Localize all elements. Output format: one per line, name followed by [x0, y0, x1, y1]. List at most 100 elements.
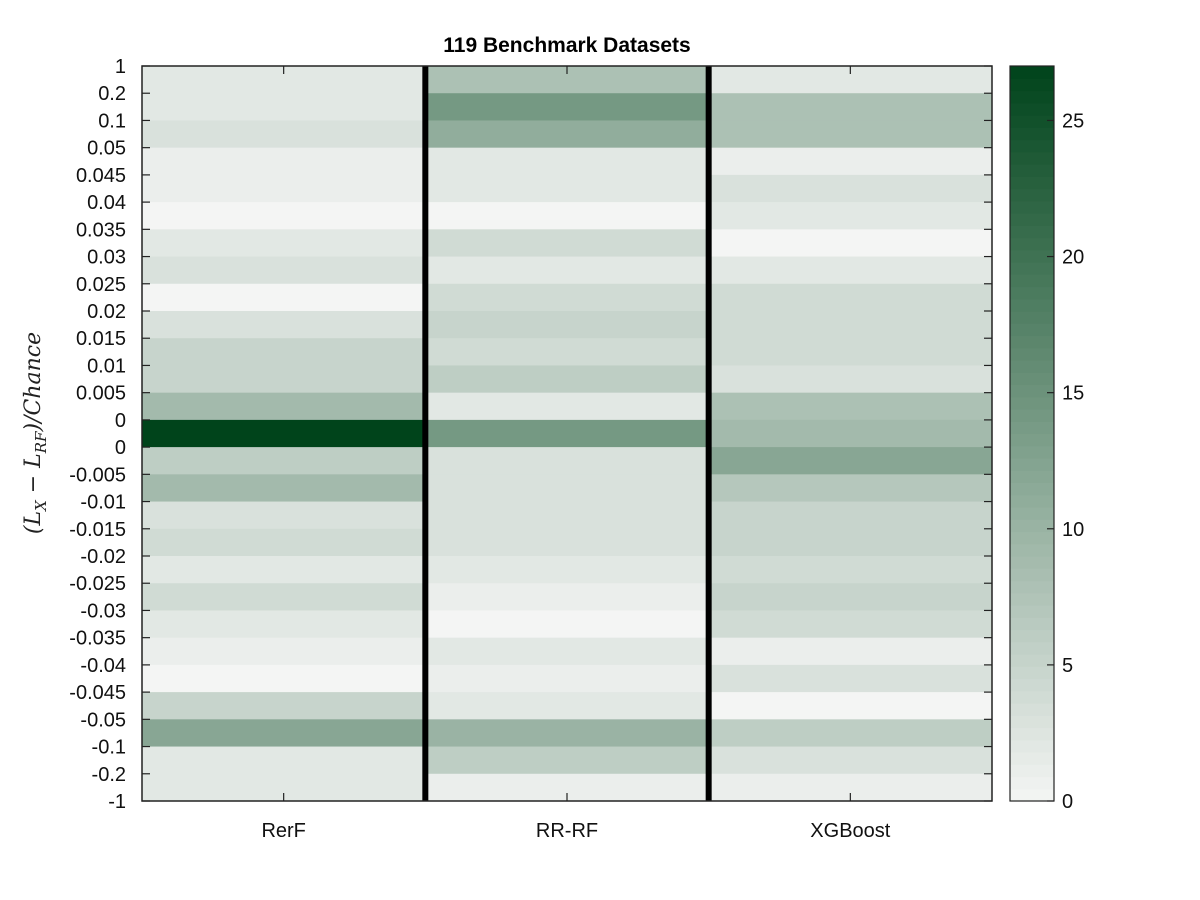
colorbar-segment — [1010, 347, 1054, 361]
heatmap-cell — [142, 528, 426, 557]
y-tick-label: -0.045 — [69, 682, 126, 704]
colorbar-segment — [1010, 519, 1054, 533]
colorbar-segment — [1010, 78, 1054, 92]
heatmap-cell — [142, 583, 426, 611]
colorbar-segment — [1010, 482, 1054, 496]
heatmap-cell — [425, 311, 710, 339]
heatmap-cell — [142, 474, 426, 503]
y-tick-label: -0.2 — [92, 764, 126, 786]
heatmap-cell — [425, 229, 710, 258]
heatmap-cell — [708, 365, 993, 394]
y-tick-label: 1 — [115, 56, 126, 78]
heatmap-cell — [425, 392, 710, 421]
x-tick-label: RR-RF — [536, 820, 598, 842]
heatmap-cell — [142, 419, 426, 448]
heatmap-cell — [142, 610, 426, 639]
y-tick-label: -1 — [108, 791, 126, 813]
y-tick-label: 0 — [115, 410, 126, 432]
y-tick-label: 0.015 — [76, 328, 126, 350]
heatmap-cell — [425, 174, 710, 203]
y-label-sub2: RF — [32, 431, 50, 454]
colorbar-segment — [1010, 249, 1054, 263]
heatmap-cell — [425, 501, 710, 530]
heatmap-cell — [142, 392, 426, 421]
heatmap-cell — [708, 202, 993, 230]
colorbar-tick-label: 5 — [1062, 655, 1073, 677]
y-tick-label: 0.02 — [87, 301, 126, 323]
colorbar-segment — [1010, 396, 1054, 410]
colorbar-segment — [1010, 237, 1054, 251]
y-tick-label: 0.03 — [87, 247, 126, 269]
colorbar-segment — [1010, 580, 1054, 594]
colorbar-segment — [1010, 678, 1054, 692]
colorbar-segment — [1010, 739, 1054, 753]
y-tick-label: 0.2 — [98, 83, 126, 105]
heatmap-cell — [425, 283, 710, 312]
colorbar-segment — [1010, 666, 1054, 680]
colorbar-tick-label: 15 — [1062, 383, 1084, 405]
heatmap-cell — [425, 610, 710, 639]
heatmap-cell — [142, 664, 426, 693]
heatmap-cell — [708, 147, 993, 176]
heatmap-cell — [425, 202, 710, 230]
y-tick-label: 0.005 — [76, 383, 126, 405]
heatmap-cell — [425, 93, 710, 121]
colorbar-segment — [1010, 568, 1054, 582]
y-label-l1: L — [21, 511, 46, 527]
heatmap-cell — [708, 556, 993, 584]
heatmap-cell — [425, 583, 710, 611]
colorbar-segment — [1010, 458, 1054, 471]
column-separators — [422, 66, 712, 801]
heatmap-cell — [142, 719, 426, 748]
colorbar-tick-label: 0 — [1062, 791, 1073, 813]
heatmap-cell — [142, 283, 426, 312]
colorbar-segment — [1010, 605, 1054, 618]
heatmap-cell — [142, 501, 426, 530]
y-label-open: ( — [21, 525, 46, 534]
y-tick-label: 0.045 — [76, 165, 126, 187]
y-tick-label: -0.05 — [80, 709, 126, 731]
heatmap-cell — [708, 664, 993, 693]
y-label-close: )/Chance — [21, 332, 46, 433]
heatmap-cell — [425, 746, 710, 775]
heatmap-cell — [425, 338, 710, 366]
heatmap-cell — [708, 692, 993, 720]
heatmap-cell — [708, 93, 993, 121]
colorbar-segment — [1010, 776, 1054, 790]
y-tick-label: -0.1 — [92, 737, 126, 759]
colorbar-segment — [1010, 372, 1054, 386]
heatmap-cell — [708, 120, 993, 149]
y-label-sub1: X — [32, 499, 50, 512]
heatmap-cell — [708, 501, 993, 530]
y-tick-label: 0.04 — [87, 192, 126, 214]
x-tick-label: XGBoost — [810, 820, 890, 842]
y-tick-label: 0.01 — [87, 355, 126, 377]
colorbar-segment — [1010, 311, 1054, 324]
colorbar-segment — [1010, 556, 1054, 569]
y-tick-label: 0 — [115, 437, 126, 459]
y-tick-label: -0.01 — [80, 492, 126, 514]
heatmap-cell — [425, 556, 710, 584]
heatmap-cell — [708, 583, 993, 611]
y-tick-label: -0.04 — [80, 655, 126, 677]
heatmap-cell — [142, 202, 426, 230]
heatmap-cell — [708, 311, 993, 339]
heatmap-cell — [708, 256, 993, 285]
heatmap-cell — [708, 174, 993, 203]
heatmap-cell — [425, 256, 710, 285]
heatmap-cell — [425, 147, 710, 176]
heatmap-cell — [708, 419, 993, 448]
colorbar-segment — [1010, 543, 1054, 557]
heatmap-cell — [425, 664, 710, 693]
y-tick-label: 0.1 — [98, 110, 126, 132]
heatmap-cell — [708, 447, 993, 475]
colorbar-segment — [1010, 531, 1054, 545]
y-tick-label: -0.035 — [69, 628, 126, 650]
heatmap-cell — [425, 474, 710, 503]
heatmap-cell — [142, 338, 426, 366]
heatmap-cell — [425, 528, 710, 557]
heatmap-cell — [142, 229, 426, 258]
heatmap-cell — [708, 637, 993, 666]
heatmap-cell — [142, 93, 426, 121]
colorbar-segment — [1010, 445, 1054, 459]
